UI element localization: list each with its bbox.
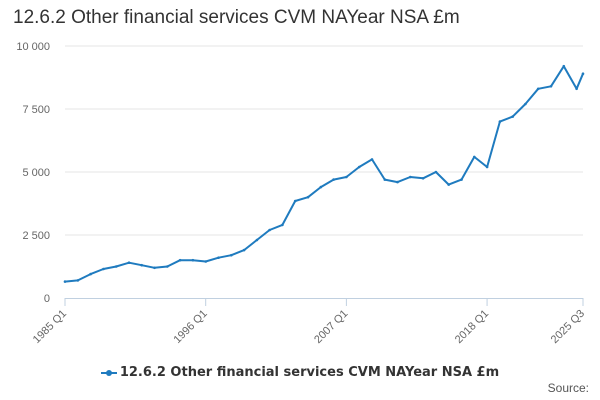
data-point[interactable]	[357, 165, 361, 169]
x-tick-label: 2018 Q1	[453, 308, 491, 346]
y-tick-label: 7 500	[22, 104, 50, 116]
source-label: Source:	[547, 381, 589, 395]
data-point[interactable]	[575, 87, 578, 91]
data-point[interactable]	[166, 265, 169, 268]
data-point[interactable]	[230, 253, 233, 257]
data-point[interactable]	[140, 263, 143, 267]
data-point[interactable]	[409, 175, 412, 179]
data-point[interactable]	[89, 272, 92, 276]
data-point[interactable]	[255, 238, 259, 242]
data-point[interactable]	[242, 248, 246, 252]
data-point[interactable]	[76, 279, 80, 282]
data-point[interactable]	[293, 199, 297, 203]
data-point[interactable]	[498, 120, 502, 123]
x-tick-label: 1996 Q1	[171, 308, 209, 346]
data-point[interactable]	[511, 115, 514, 118]
y-tick-label: 10 000	[16, 41, 50, 53]
x-tick-label: 2007 Q1	[312, 308, 350, 346]
data-point[interactable]	[536, 87, 540, 91]
data-point[interactable]	[102, 267, 105, 271]
chart-legend[interactable]: 12.6.2 Other financial services CVM NAYe…	[0, 365, 600, 380]
data-point[interactable]	[434, 170, 438, 174]
data-point[interactable]	[345, 175, 348, 179]
data-point[interactable]	[562, 64, 566, 68]
data-point[interactable]	[178, 258, 182, 262]
data-point[interactable]	[460, 178, 463, 181]
data-point[interactable]	[485, 165, 489, 169]
data-point[interactable]	[153, 266, 156, 270]
legend-line-icon	[100, 368, 117, 378]
data-point[interactable]	[383, 178, 387, 181]
y-tick-label: 5 000	[22, 167, 50, 179]
data-point[interactable]	[268, 228, 271, 232]
legend-label: 12.6.2 Other financial services CVM NAYe…	[119, 365, 500, 380]
data-point[interactable]	[281, 223, 284, 227]
data-point[interactable]	[447, 183, 451, 186]
data-point[interactable]	[319, 185, 323, 189]
y-tick-label: 0	[44, 293, 50, 305]
x-tick-label: 1985 Q1	[31, 308, 69, 346]
data-point[interactable]	[370, 158, 374, 161]
data-point[interactable]	[217, 256, 220, 260]
data-point[interactable]	[306, 195, 310, 199]
data-point[interactable]	[581, 72, 585, 75]
data-point[interactable]	[191, 258, 195, 262]
data-point[interactable]	[63, 280, 67, 283]
data-point[interactable]	[332, 178, 335, 181]
series-line[interactable]	[64, 65, 584, 283]
x-tick-label: 2025 Q3	[549, 308, 587, 346]
chart-title: 12.6.2 Other financial services CVM NAYe…	[13, 7, 460, 28]
data-point[interactable]	[204, 260, 207, 263]
data-point[interactable]	[549, 85, 553, 88]
data-point[interactable]	[396, 180, 399, 184]
data-point[interactable]	[127, 261, 131, 265]
y-tick-label: 2 500	[22, 230, 50, 242]
data-point[interactable]	[421, 177, 425, 180]
data-point[interactable]	[114, 265, 118, 268]
data-point[interactable]	[524, 102, 527, 106]
data-point[interactable]	[473, 155, 476, 159]
